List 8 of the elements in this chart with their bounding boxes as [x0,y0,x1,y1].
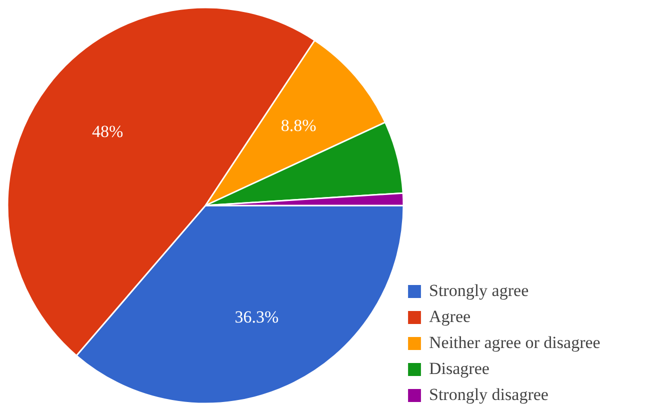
legend-label: Strongly agree [429,281,529,301]
data-label: 8.8% [280,116,316,135]
data-label: 48% [92,122,124,141]
legend-label: Strongly disagree [429,385,548,405]
legend-label: Neither agree or disagree [429,333,600,353]
legend-label: Disagree [429,359,490,379]
legend-label: Agree [429,307,471,327]
data-label: 36.3% [234,308,279,327]
